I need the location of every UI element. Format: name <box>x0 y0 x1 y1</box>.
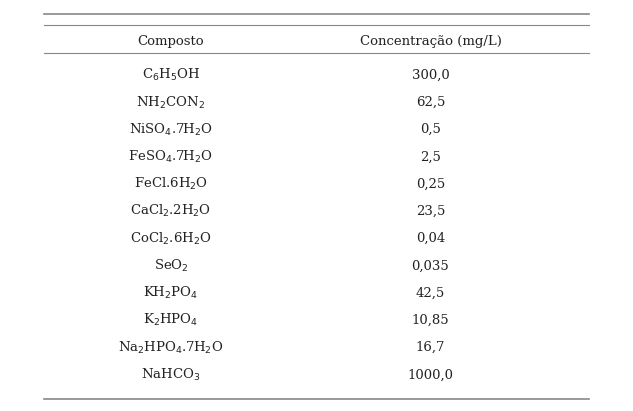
Text: CoCl$_2$.6H$_2$O: CoCl$_2$.6H$_2$O <box>130 231 211 247</box>
Text: 10,85: 10,85 <box>411 314 449 327</box>
Text: NaHCO$_3$: NaHCO$_3$ <box>141 367 201 383</box>
Text: Concentração (mg/L): Concentração (mg/L) <box>360 35 501 48</box>
Text: 0,25: 0,25 <box>416 178 445 191</box>
Text: 300,0: 300,0 <box>411 69 449 82</box>
Text: FeSO$_4$.7H$_2$O: FeSO$_4$.7H$_2$O <box>128 149 213 165</box>
Text: 23,5: 23,5 <box>416 205 445 218</box>
Text: FeCl.6H$_2$O: FeCl.6H$_2$O <box>134 176 208 192</box>
Text: Na$_2$HPO$_4$.7H$_2$O: Na$_2$HPO$_4$.7H$_2$O <box>118 339 223 356</box>
Text: Composto: Composto <box>137 35 204 48</box>
Text: SeO$_2$: SeO$_2$ <box>154 258 188 274</box>
Text: K$_2$HPO$_4$: K$_2$HPO$_4$ <box>143 312 199 328</box>
Text: 0,5: 0,5 <box>420 123 441 136</box>
Text: 1000,0: 1000,0 <box>408 368 453 381</box>
Text: 2,5: 2,5 <box>420 150 441 164</box>
Text: C$_6$H$_5$OH: C$_6$H$_5$OH <box>142 67 200 83</box>
Text: NH$_2$CON$_2$: NH$_2$CON$_2$ <box>136 95 206 111</box>
Text: 0,035: 0,035 <box>411 259 449 272</box>
Text: CaCl$_2$.2H$_2$O: CaCl$_2$.2H$_2$O <box>130 203 211 219</box>
Text: 62,5: 62,5 <box>416 96 445 109</box>
Text: NiSO$_4$.7H$_2$O: NiSO$_4$.7H$_2$O <box>129 122 213 138</box>
Text: 16,7: 16,7 <box>416 341 445 354</box>
Text: 0,04: 0,04 <box>416 232 445 245</box>
Text: 42,5: 42,5 <box>416 286 445 300</box>
Text: KH$_2$PO$_4$: KH$_2$PO$_4$ <box>143 285 199 301</box>
